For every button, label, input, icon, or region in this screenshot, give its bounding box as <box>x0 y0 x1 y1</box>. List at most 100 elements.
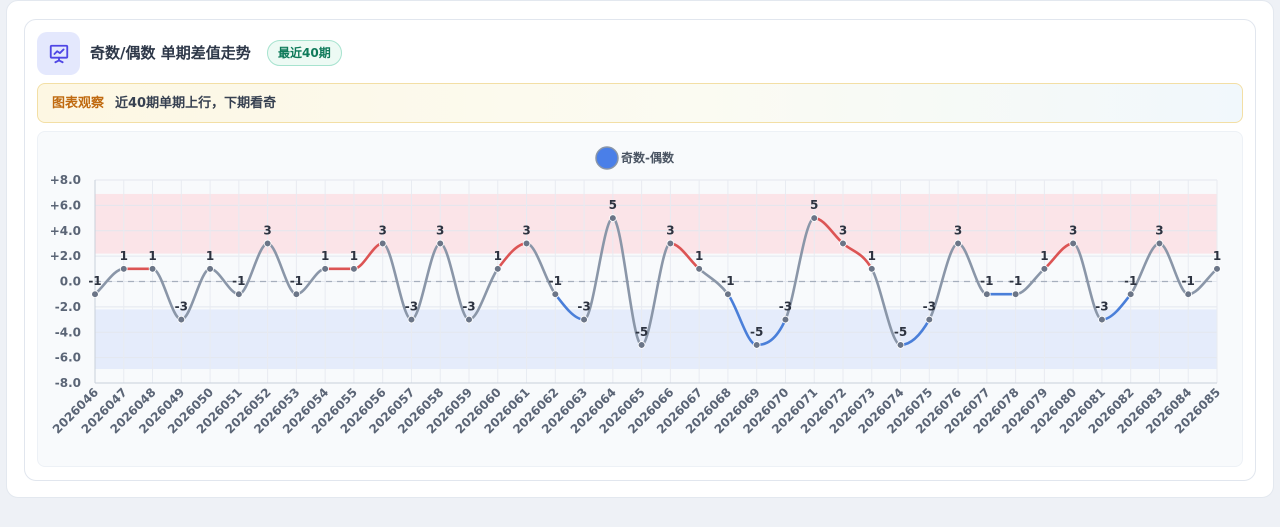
data-point <box>839 239 847 248</box>
data-point <box>148 265 157 273</box>
data-point <box>896 341 905 349</box>
period-badge: 最近40期 <box>267 40 342 66</box>
data-label: -3 <box>779 300 792 314</box>
data-point <box>1213 265 1221 273</box>
series-line-segment <box>640 242 672 347</box>
data-label: -5 <box>635 325 648 339</box>
observation-text: 近40期单期上行，下期看奇 <box>115 96 277 111</box>
data-label: -3 <box>462 300 475 314</box>
data-label: 1 <box>321 249 329 263</box>
y-tick-label: -8.0 <box>55 376 81 390</box>
chart-container <box>37 131 1243 467</box>
data-label: 1 <box>148 249 156 263</box>
data-label: 3 <box>666 223 674 237</box>
data-label: 1 <box>206 249 214 263</box>
y-tick-label: -6.0 <box>55 351 81 365</box>
data-label: -3 <box>405 300 418 314</box>
data-label: -1 <box>980 274 993 288</box>
data-point <box>954 239 962 248</box>
data-point <box>609 214 617 222</box>
data-point <box>350 265 358 273</box>
data-point <box>867 265 876 273</box>
data-label: 3 <box>522 223 530 237</box>
presentation-chart-icon <box>37 32 80 75</box>
data-point <box>925 315 934 324</box>
data-label: 3 <box>436 223 444 237</box>
data-label: 1 <box>350 249 358 263</box>
data-label: -5 <box>894 325 907 339</box>
data-point <box>263 239 272 248</box>
series-line-segment <box>784 216 816 321</box>
y-tick-label: -4.0 <box>55 325 81 339</box>
data-point <box>695 265 703 273</box>
y-tick-label: +4.0 <box>50 224 81 238</box>
data-label: -1 <box>88 274 101 288</box>
data-point <box>724 290 732 298</box>
data-label: -1 <box>549 274 562 288</box>
data-label: 3 <box>1155 223 1163 237</box>
data-point <box>436 239 445 248</box>
data-label: 1 <box>120 249 128 263</box>
data-label: 3 <box>954 223 962 237</box>
data-point <box>91 290 99 298</box>
data-label: -3 <box>175 300 188 314</box>
data-label: 1 <box>695 249 703 263</box>
data-label: -1 <box>721 274 734 288</box>
data-label: -3 <box>577 300 590 314</box>
y-tick-label: +2.0 <box>50 249 81 263</box>
data-point <box>407 315 416 324</box>
data-label: 1 <box>868 249 876 263</box>
data-point <box>781 315 790 324</box>
data-point <box>206 265 214 273</box>
data-label: -1 <box>290 274 303 288</box>
data-point <box>119 265 128 273</box>
data-label: -1 <box>232 274 245 288</box>
data-point <box>493 265 502 273</box>
series-line-segment <box>611 216 643 347</box>
data-point <box>580 315 588 324</box>
band-0 <box>95 193 1217 254</box>
data-point <box>1011 290 1020 298</box>
data-point <box>983 290 991 298</box>
y-tick-label: -2.0 <box>55 300 81 314</box>
data-label: -1 <box>1124 274 1137 288</box>
y-tick-label: +8.0 <box>50 173 81 187</box>
observation-tag: 图表观察 <box>52 96 105 111</box>
data-point <box>1098 315 1106 324</box>
data-label: 5 <box>810 198 818 212</box>
data-point <box>810 214 819 222</box>
data-label: -5 <box>750 325 763 339</box>
y-tick-label: +6.0 <box>50 198 81 212</box>
data-point <box>321 265 329 273</box>
legend-marker <box>595 146 619 170</box>
data-point <box>465 315 473 324</box>
data-point <box>1069 239 1077 248</box>
data-point <box>666 239 675 248</box>
legend-label: 奇数-偶数 <box>621 150 675 165</box>
data-point <box>637 341 646 349</box>
data-label: -1 <box>1182 274 1195 288</box>
band-1 <box>95 309 1217 370</box>
data-label: 3 <box>379 223 387 237</box>
data-point <box>551 290 560 298</box>
data-label: 5 <box>609 198 617 212</box>
data-point <box>1155 239 1164 248</box>
series-line-segment <box>582 216 615 321</box>
data-point <box>177 315 186 324</box>
y-tick-label: 0.0 <box>60 275 81 289</box>
data-label: -3 <box>923 300 936 314</box>
data-point <box>752 341 761 349</box>
data-label: 3 <box>839 223 847 237</box>
data-point <box>235 290 243 298</box>
data-label: 1 <box>494 249 502 263</box>
data-label: 3 <box>263 223 271 237</box>
data-label: -1 <box>1009 274 1022 288</box>
data-point <box>292 290 301 298</box>
data-label: -3 <box>1095 300 1108 314</box>
data-point <box>1126 290 1135 298</box>
data-point <box>378 239 387 248</box>
data-point <box>522 239 531 248</box>
data-point <box>1184 290 1193 298</box>
observation-banner: 图表观察 近40期单期上行，下期看奇 <box>37 83 1243 123</box>
